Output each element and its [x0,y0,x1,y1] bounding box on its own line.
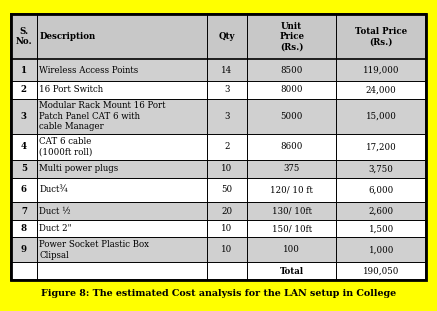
Bar [11,178,426,202]
Text: 3: 3 [224,85,229,94]
Bar [11,262,426,280]
Text: 8500: 8500 [281,66,303,75]
Bar [11,134,426,160]
Text: S.
No.: S. No. [16,27,32,46]
Bar [11,14,426,280]
Text: 9: 9 [21,245,27,254]
Bar [11,238,426,262]
Text: 15,000: 15,000 [366,112,397,121]
Text: Total: Total [280,267,304,276]
Text: Duct ½: Duct ½ [39,207,71,216]
Text: 100: 100 [283,245,300,254]
Text: 50: 50 [221,185,232,194]
Text: Power Socket Plastic Box
Clipsal: Power Socket Plastic Box Clipsal [39,240,149,260]
Text: 1,000: 1,000 [368,245,394,254]
Text: 1,500: 1,500 [369,224,394,233]
Text: 17,200: 17,200 [366,142,397,151]
Text: Description: Description [39,32,96,41]
Text: 190,050: 190,050 [363,267,399,276]
Text: 2: 2 [224,142,229,151]
Text: 120/ 10 ft: 120/ 10 ft [270,185,313,194]
Text: 119,000: 119,000 [363,66,399,75]
Text: Total Price
(Rs.): Total Price (Rs.) [355,27,407,46]
Text: 375: 375 [284,164,300,173]
Text: 6: 6 [21,185,27,194]
Text: Qty: Qty [218,32,235,41]
Text: Duct 2": Duct 2" [39,224,72,233]
Bar [11,14,426,59]
Text: Unit
Price
(Rs.): Unit Price (Rs.) [279,22,304,51]
Text: 6,000: 6,000 [369,185,394,194]
Text: 5000: 5000 [281,112,303,121]
Text: 3: 3 [224,112,229,121]
Text: 7: 7 [21,207,27,216]
Bar [11,14,426,280]
Text: 150/ 10ft: 150/ 10ft [271,224,312,233]
Text: 14: 14 [221,66,232,75]
Bar [11,160,426,178]
Text: 1: 1 [21,66,27,75]
Text: 8000: 8000 [281,85,303,94]
Text: 10: 10 [221,224,232,233]
Text: 16 Port Switch: 16 Port Switch [39,85,104,94]
Text: 2: 2 [21,85,27,94]
Bar [11,59,426,81]
Text: 3: 3 [21,112,27,121]
Text: 24,000: 24,000 [366,85,397,94]
Bar [11,81,426,99]
Text: 10: 10 [221,164,232,173]
Bar [11,99,426,134]
Text: 10: 10 [221,245,232,254]
Text: 8600: 8600 [281,142,303,151]
Text: Duct¾: Duct¾ [39,185,68,194]
Text: 4: 4 [21,142,27,151]
Bar [11,202,426,220]
Text: 8: 8 [21,224,27,233]
Text: CAT 6 cable
(1000ft roll): CAT 6 cable (1000ft roll) [39,137,93,156]
Text: Multi power plugs: Multi power plugs [39,164,119,173]
Text: Wireless Access Points: Wireless Access Points [39,66,139,75]
Text: 3,750: 3,750 [369,164,394,173]
Text: Modular Rack Mount 16 Port
Patch Panel CAT 6 with
cable Manager: Modular Rack Mount 16 Port Patch Panel C… [39,101,166,131]
Text: 5: 5 [21,164,27,173]
Text: 2,600: 2,600 [369,207,394,216]
Text: 130/ 10ft: 130/ 10ft [272,207,312,216]
Text: 20: 20 [221,207,232,216]
Text: Figure 8: The estimated Cost analysis for the LAN setup in College: Figure 8: The estimated Cost analysis fo… [41,290,396,298]
Bar [11,220,426,238]
